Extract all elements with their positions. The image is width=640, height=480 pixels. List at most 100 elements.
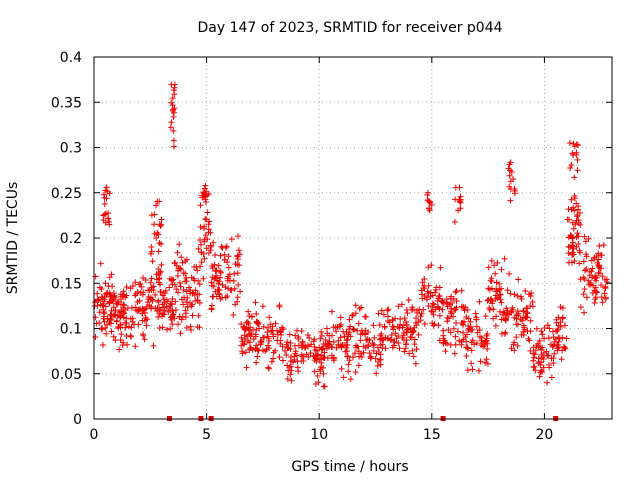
data-point <box>574 206 581 213</box>
data-point <box>184 294 191 301</box>
data-point <box>598 294 605 301</box>
data-point <box>198 249 205 256</box>
data-point <box>189 290 196 297</box>
data-point <box>483 337 490 344</box>
data-point <box>494 259 501 266</box>
data-point <box>260 323 267 330</box>
data-point <box>501 330 508 337</box>
data-point <box>201 255 208 262</box>
data-point <box>203 188 210 195</box>
data-point <box>167 300 174 307</box>
data-point <box>283 341 290 348</box>
data-point <box>159 324 166 331</box>
data-point <box>545 352 552 359</box>
data-point <box>425 302 432 309</box>
data-point <box>530 357 537 364</box>
data-point <box>153 235 160 242</box>
data-point <box>374 344 381 351</box>
data-point <box>345 333 352 340</box>
data-point <box>197 224 204 231</box>
y-tick-label: 0.35 <box>51 95 82 111</box>
data-point <box>522 288 529 295</box>
data-point <box>114 301 121 308</box>
data-point <box>487 297 494 304</box>
data-point <box>352 342 359 349</box>
data-point <box>565 259 572 266</box>
data-point <box>167 325 174 332</box>
data-point <box>272 320 279 327</box>
data-point <box>536 373 543 380</box>
data-point <box>524 328 531 335</box>
data-point <box>310 352 317 359</box>
data-point <box>447 308 454 315</box>
data-point <box>574 213 581 220</box>
data-point <box>148 275 155 282</box>
data-point <box>101 310 108 317</box>
data-point <box>568 206 575 213</box>
data-point <box>238 342 245 349</box>
data-point <box>419 279 426 286</box>
data-point <box>101 318 108 325</box>
data-point <box>455 207 462 214</box>
data-point <box>477 358 484 365</box>
data-point <box>473 316 480 323</box>
data-point <box>563 335 570 342</box>
data-point <box>145 293 152 300</box>
data-point <box>374 362 381 369</box>
data-point <box>180 301 187 308</box>
data-point <box>178 254 185 261</box>
data-point <box>550 355 557 362</box>
data-point <box>234 233 241 240</box>
data-point <box>574 230 581 237</box>
data-point <box>498 266 505 273</box>
data-point <box>104 289 111 296</box>
data-point <box>569 249 576 256</box>
data-point <box>287 371 294 378</box>
data-point <box>102 280 109 287</box>
data-point <box>134 288 141 295</box>
y-tick-label: 0.3 <box>60 141 82 157</box>
data-point <box>207 247 214 254</box>
data-point <box>388 332 395 339</box>
data-point <box>514 308 521 315</box>
data-point <box>155 248 162 255</box>
data-point <box>337 314 344 321</box>
data-point <box>167 124 174 131</box>
data-point <box>453 287 460 294</box>
data-point <box>100 309 107 316</box>
data-point <box>330 338 337 345</box>
y-tick-labels: 0 0.05 0.1 0.15 0.2 0.25 0.3 0.35 0.4 <box>51 50 82 428</box>
data-point <box>104 188 111 195</box>
data-point <box>586 272 593 279</box>
data-point <box>468 347 475 354</box>
data-point <box>210 239 217 246</box>
data-point <box>528 289 535 296</box>
data-point <box>458 287 465 294</box>
data-point <box>403 321 410 328</box>
data-point <box>452 184 459 191</box>
data-points <box>91 81 611 390</box>
data-point <box>370 347 377 354</box>
data-point <box>509 304 516 311</box>
data-point <box>160 296 167 303</box>
data-point <box>323 325 330 332</box>
data-point <box>204 236 211 243</box>
data-point <box>419 291 426 298</box>
data-point <box>322 336 329 343</box>
data-point <box>515 310 522 317</box>
data-point <box>358 327 365 334</box>
data-point <box>538 367 545 374</box>
data-point <box>389 323 396 330</box>
data-point <box>156 198 163 205</box>
data-point <box>198 259 205 266</box>
data-point <box>265 364 272 371</box>
data-point <box>135 321 142 328</box>
data-point <box>404 310 411 317</box>
y-tick-label: 0.1 <box>60 322 82 338</box>
data-point <box>580 291 587 298</box>
data-point <box>420 306 427 313</box>
data-point <box>540 355 547 362</box>
data-point <box>514 321 521 328</box>
data-point <box>489 300 496 307</box>
